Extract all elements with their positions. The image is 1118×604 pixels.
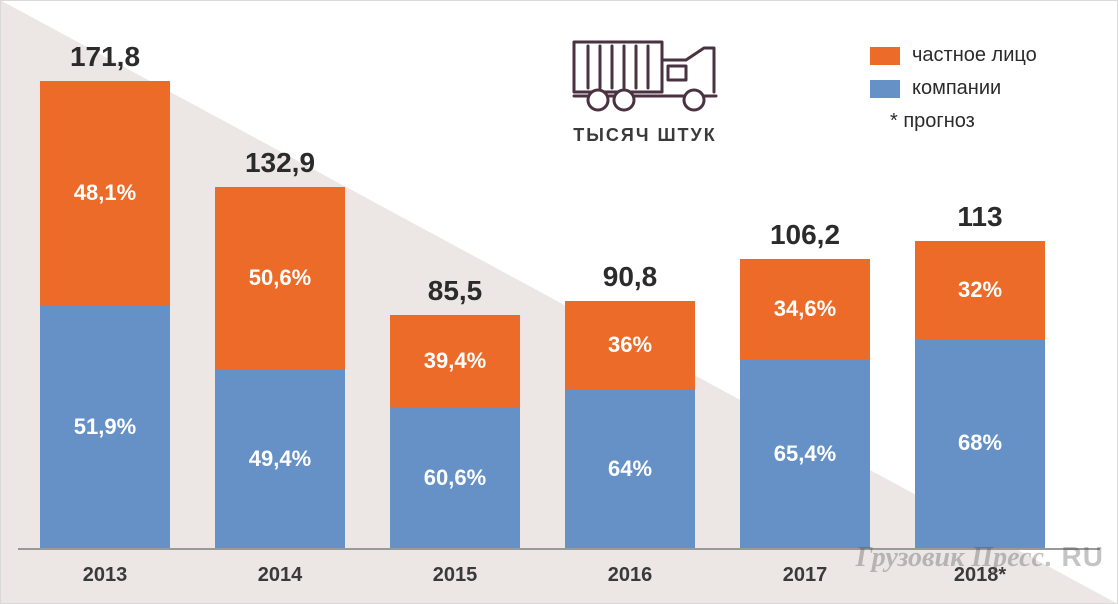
x-axis-label: 2013	[40, 564, 170, 587]
legend-note-forecast: * прогноз	[870, 110, 1037, 133]
bar-2017: 34,6%65,4%	[740, 259, 870, 548]
truck-icon	[570, 36, 720, 114]
bar-segment-company: 51,9%	[40, 305, 170, 548]
bar-segment-private: 32%	[915, 241, 1045, 339]
bar-segment-company: 49,4%	[215, 369, 345, 548]
bar-segment-private: 36%	[565, 301, 695, 390]
x-axis-label: 2017	[740, 564, 870, 587]
unit-caption: ТЫСЯЧ ШТУК	[570, 125, 720, 146]
bar-total-label: 113	[915, 201, 1045, 233]
bar-2016: 36%64%	[565, 301, 695, 548]
bar-total-label: 106,2	[740, 219, 870, 251]
legend-note-text: * прогноз	[890, 110, 975, 133]
bar-segment-company: 60,6%	[390, 407, 520, 548]
bar-total-label: 132,9	[215, 147, 345, 179]
legend-item-company: компании	[870, 77, 1037, 100]
bar-segment-company: 64%	[565, 390, 695, 548]
x-axis-line	[18, 548, 1100, 550]
bar-segment-company: 68%	[915, 339, 1045, 548]
bar-2014: 50,6%49,4%	[215, 187, 345, 548]
bar-segment-company: 65,4%	[740, 359, 870, 548]
bar-total-label: 90,8	[565, 261, 695, 293]
x-axis-label: 2014	[215, 564, 345, 587]
legend-item-private: частное лицо	[870, 44, 1037, 67]
bar-segment-private: 39,4%	[390, 315, 520, 407]
bar-segment-private: 48,1%	[40, 81, 170, 306]
bar-total-label: 85,5	[390, 275, 520, 307]
bar-segment-private: 50,6%	[215, 187, 345, 370]
legend: частное лицо компании * прогноз	[870, 44, 1037, 143]
legend-swatch-private	[870, 47, 900, 65]
bar-segment-private: 34,6%	[740, 259, 870, 359]
bar-total-label: 171,8	[40, 41, 170, 73]
legend-label-private: частное лицо	[912, 44, 1037, 67]
bar-2013: 48,1%51,9%	[40, 81, 170, 548]
x-axis-label: 2016	[565, 564, 695, 587]
truck-icon-block: ТЫСЯЧ ШТУК	[570, 36, 720, 146]
x-axis-label: 2015	[390, 564, 520, 587]
legend-label-company: компании	[912, 77, 1001, 100]
bar-2018*: 32%68%	[915, 241, 1045, 548]
legend-swatch-company	[870, 80, 900, 98]
x-axis-label: 2018*	[915, 564, 1045, 587]
bar-2015: 39,4%60,6%	[390, 315, 520, 548]
